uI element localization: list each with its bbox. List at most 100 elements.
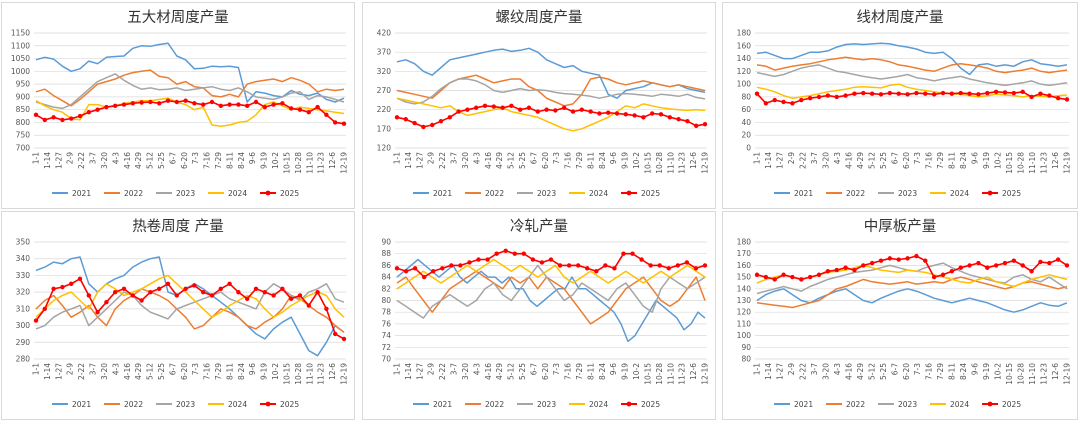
data-point-2025: [253, 99, 259, 105]
data-point-2025: [341, 121, 347, 126]
x-tick-label: 10-28: [1017, 152, 1026, 174]
legend-label: 2023: [176, 400, 195, 409]
data-point-2025: [843, 265, 848, 270]
legend-label: 2021: [72, 189, 91, 198]
legend-label: 2022: [846, 400, 865, 409]
x-tick-label: 5-12: [146, 363, 155, 380]
x-tick-label: 9-19: [982, 152, 991, 169]
data-point-2025: [51, 286, 56, 291]
x-tick-label: 4-3: [111, 152, 120, 164]
x-tick-label: 3-7: [450, 363, 459, 375]
series-line-2023: [756, 64, 1068, 87]
x-tick-label: 6-20: [541, 152, 550, 169]
data-point-2025: [201, 102, 206, 107]
data-point-2025: [1038, 91, 1043, 96]
data-point-2025: [503, 248, 508, 253]
y-tick-label: 350: [16, 238, 31, 247]
data-point-2025: [518, 107, 523, 112]
data-point-2025: [588, 109, 593, 114]
y-tick-label: 74: [381, 331, 391, 340]
data-point-2025: [201, 289, 206, 295]
data-point-2025: [165, 98, 171, 103]
x-tick-label: 6-7: [168, 363, 177, 375]
data-point-2025: [878, 92, 884, 97]
x-tick-label: 9-6: [248, 152, 257, 164]
data-point-2025: [553, 108, 558, 113]
y-tick-label: 850: [16, 105, 31, 114]
legend-marker-2025: [626, 190, 632, 196]
data-point-2025: [148, 289, 153, 295]
y-tick-label: 80: [381, 296, 391, 305]
legend-label: 2021: [433, 189, 452, 198]
x-tick-label: 9-6: [609, 363, 618, 375]
data-point-2025: [1020, 89, 1025, 94]
data-point-2025: [403, 269, 409, 274]
y-tick-label: 120: [737, 67, 752, 76]
series-line-2023: [396, 264, 706, 319]
x-tick-label: 2-22: [77, 152, 86, 169]
x-tick-label: 7-3: [552, 152, 561, 164]
data-point-2025: [1020, 263, 1025, 268]
x-tick-label: 8-11: [586, 363, 595, 380]
x-tick-label: 1-27: [775, 152, 784, 169]
x-tick-label: 3-7: [89, 363, 98, 375]
series-line-2021: [35, 256, 345, 357]
x-tick-label: 11-23: [678, 152, 687, 174]
data-point-2025: [825, 269, 831, 274]
data-point-2025: [104, 299, 109, 305]
data-point-2025: [684, 260, 690, 265]
data-point-2025: [253, 286, 259, 291]
data-point-2025: [227, 281, 232, 286]
y-tick-label: 750: [16, 131, 31, 140]
x-tick-label: 10-15: [643, 363, 652, 385]
data-point-2025: [754, 272, 760, 277]
x-tick-label: 3-20: [100, 363, 109, 380]
x-tick-label: 11-23: [1040, 152, 1049, 174]
x-tick-label: 7-29: [214, 152, 223, 169]
legend-label: 2023: [898, 400, 917, 409]
data-point-2025: [641, 115, 646, 120]
data-point-2025: [807, 274, 813, 280]
x-tick-label: 12-6: [689, 363, 698, 380]
chart-svg: 180 170 160 150 140 130 120 110 100 90 801-1 1-14 1-…: [737, 238, 1072, 410]
x-tick-label: 12-19: [701, 363, 710, 385]
x-tick-label: 10-28: [1017, 363, 1026, 385]
x-tick-label: 9-19: [982, 363, 991, 380]
data-point-2025: [676, 117, 681, 122]
data-point-2025: [548, 257, 554, 262]
data-point-2025: [526, 105, 532, 110]
data-point-2025: [280, 286, 285, 291]
legend-label: 2022: [846, 189, 865, 198]
x-tick-label: 7-16: [564, 363, 573, 380]
x-tick-label: 2-9: [787, 363, 796, 375]
data-point-2025: [77, 113, 83, 119]
x-tick-label: 9-19: [260, 152, 269, 169]
x-tick-label: 1-27: [54, 363, 63, 380]
x-tick-label: 9-19: [621, 152, 630, 169]
y-tick-label: 140: [737, 54, 752, 63]
x-tick-label: 11-10: [666, 363, 675, 385]
x-tick-label: 6-7: [529, 363, 538, 375]
x-tick-label: 8-11: [586, 152, 595, 169]
data-point-2025: [341, 336, 347, 342]
data-point-2025: [236, 289, 241, 295]
series-line-2024: [396, 97, 706, 132]
y-tick-label: 70: [381, 355, 391, 364]
x-tick-label: 11-10: [1028, 152, 1037, 174]
y-tick-label: 76: [381, 319, 391, 328]
x-tick-label: 11-10: [305, 152, 314, 174]
y-tick-label: 140: [737, 284, 752, 293]
data-point-2025: [985, 265, 990, 270]
data-point-2025: [869, 91, 875, 96]
series-line-2022: [756, 276, 1068, 309]
data-point-2025: [42, 306, 47, 312]
x-tick-label: 3-20: [821, 363, 830, 380]
chart-panel-wire-rod: 线材周度产量 180 160 140 120 100 80 60 40 20 0 1-1 1-14 1-…: [722, 2, 1078, 209]
data-point-2025: [113, 289, 118, 295]
x-tick-label: 5-25: [518, 363, 527, 380]
data-point-2025: [896, 257, 901, 262]
data-point-2025: [834, 94, 839, 100]
x-tick-label: 10-15: [643, 152, 652, 174]
data-point-2025: [86, 293, 92, 298]
data-point-2025: [192, 101, 197, 106]
